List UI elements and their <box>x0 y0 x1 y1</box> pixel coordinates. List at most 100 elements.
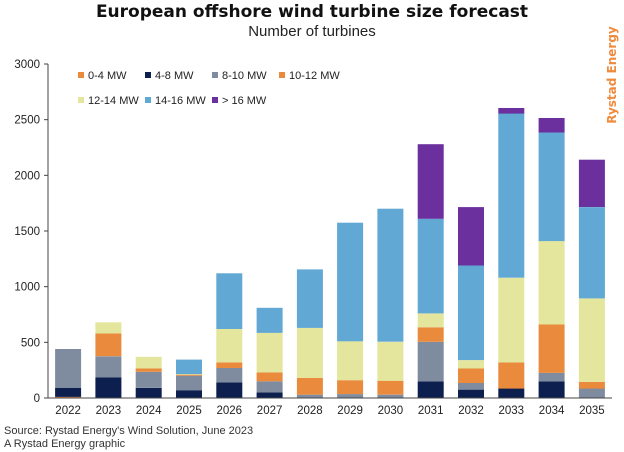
bar-segment-2022-8-10-mw <box>55 349 82 388</box>
x-tick-label: 2033 <box>499 405 525 417</box>
bar-segment-2034-8-10-mw <box>538 372 565 382</box>
legend-swatch <box>78 72 84 78</box>
legend-label: 14-16 MW <box>155 95 206 107</box>
bar-segment-2035-8-10-mw <box>578 388 605 398</box>
legend-label: 10-12 MW <box>289 70 340 82</box>
bar-segment-2033-12-14-mw <box>498 277 525 363</box>
bar-segment-2028-8-10-mw <box>296 394 323 398</box>
bar-segment-2026-12-14-mw <box>216 329 243 363</box>
bar-segment-2026-4-8-mw <box>216 382 243 398</box>
x-tick-label: 2031 <box>418 405 444 417</box>
y-tick-label: 0 <box>34 393 40 405</box>
bar-segment-2034-16-mw <box>538 118 565 133</box>
bar-segment-2035-12-14-mw <box>578 298 605 382</box>
bar-segment-2032-10-12-mw <box>458 368 484 383</box>
bar-segment-2031-12-14-mw <box>417 313 444 328</box>
bar-segment-2029-8-10-mw <box>337 394 364 398</box>
legend-item: > 16 MW <box>212 95 267 107</box>
legend-label: 8-10 MW <box>222 70 267 82</box>
bar-segment-2033-10-12-mw <box>498 362 525 389</box>
bar-segment-2030-10-12-mw <box>377 380 404 395</box>
bar-segment-2032-12-14-mw <box>458 360 484 369</box>
x-tick-label: 2023 <box>96 405 122 417</box>
y-tick-label: 1000 <box>14 282 40 294</box>
bar-segment-2029-14-16-mw <box>337 222 364 342</box>
x-tick-label: 2032 <box>458 405 484 417</box>
bar-segment-2023-4-8-mw <box>95 377 122 398</box>
bar-segment-2022-4-8-mw <box>55 388 82 397</box>
legend-item: 12-14 MW <box>78 95 139 107</box>
y-tick-label: 2000 <box>14 170 40 182</box>
legend-label: > 16 MW <box>222 95 267 107</box>
x-tick-label: 2034 <box>539 405 565 417</box>
legend-swatch <box>145 97 151 103</box>
bar-segment-2027-10-12-mw <box>256 372 283 382</box>
bar-segment-2024-12-14-mw <box>135 356 162 369</box>
bar-segment-2033-4-8-mw <box>498 388 525 398</box>
bar-segment-2025-10-12-mw <box>176 374 202 376</box>
legend-item: 4-8 MW <box>145 70 194 82</box>
legend-swatch <box>145 72 151 78</box>
y-tick-label: 2500 <box>14 115 40 127</box>
bar-segment-2030-14-16-mw <box>377 208 404 342</box>
legend-label: 12-14 MW <box>88 95 139 107</box>
bar-segment-2027-8-10-mw <box>256 381 283 393</box>
legend: 0-4 MW 4-8 MW 8-10 MW 10-12 MW 12-14 MW 14-16… <box>78 70 340 107</box>
legend-item: 8-10 MW <box>212 70 267 82</box>
bar-segment-2027-12-14-mw <box>256 332 283 373</box>
x-tick-label: 2026 <box>217 405 243 417</box>
y-tick-label: 500 <box>21 337 40 349</box>
bar-segment-2032-14-16-mw <box>458 265 484 361</box>
y-axis: 0 500 1000 1500 2000 2500 3000 <box>14 59 49 405</box>
x-tick-label: 2022 <box>55 405 81 417</box>
bar-segment-2031-10-12-mw <box>417 327 444 342</box>
x-tick-label: 2027 <box>257 405 283 417</box>
bar-segment-2022-0-4-mw <box>55 396 82 398</box>
x-tick-label: 2024 <box>136 405 162 417</box>
bar-segment-2028-12-14-mw <box>296 327 323 378</box>
bar-segment-2032-8-10-mw <box>458 383 484 390</box>
bar-segment-2023-8-10-mw <box>95 356 122 378</box>
bar-segment-2025-14-16-mw <box>176 359 202 375</box>
bar-segment-2031-14-16-mw <box>417 218 444 314</box>
x-tick-label: 2028 <box>297 405 323 417</box>
bar-segment-2034-10-12-mw <box>538 324 565 373</box>
x-axis: 2022 2023 2024 2025 2026 2027 2028 2029 2030 2031… <box>48 397 612 417</box>
bar-segment-2035-10-12-mw <box>578 381 605 389</box>
bar-segment-2030-12-14-mw <box>377 341 404 381</box>
bar-segment-2027-4-8-mw <box>256 392 283 398</box>
bar-segment-2031-4-8-mw <box>417 381 444 398</box>
bar-segment-2024-10-12-mw <box>135 368 162 372</box>
y-tick-label: 1500 <box>14 226 40 238</box>
bar-segment-2024-4-8-mw <box>135 388 162 398</box>
bar-segment-2025-8-10-mw <box>176 375 202 391</box>
bar-segment-2027-14-16-mw <box>256 307 283 333</box>
bar-segment-2025-4-8-mw <box>176 390 202 398</box>
y-tick-label: 3000 <box>14 59 40 71</box>
bar-segment-2025-12-14-mw <box>176 374 202 375</box>
bar-segment-2023-12-14-mw <box>95 322 122 334</box>
bar-segment-2035-16-mw <box>578 159 605 207</box>
bar-segment-2028-14-16-mw <box>296 269 323 328</box>
bar-segment-2032-4-8-mw <box>458 389 484 398</box>
x-tick-label: 2025 <box>176 405 202 417</box>
bar-segment-2031-8-10-mw <box>417 341 444 382</box>
legend-swatch <box>279 72 285 78</box>
legend-item: 14-16 MW <box>145 95 206 107</box>
legend-label: 0-4 MW <box>88 70 127 82</box>
x-tick-label: 2029 <box>337 405 363 417</box>
bar-segment-2030-8-10-mw <box>377 394 404 398</box>
bar-segment-2026-10-12-mw <box>216 362 243 368</box>
legend-swatch <box>212 97 218 103</box>
bars-group <box>55 108 605 398</box>
bar-segment-2033-16-mw <box>498 108 525 114</box>
bar-segment-2026-8-10-mw <box>216 367 243 383</box>
source-note: Source: Rystad Energy's Wind Solution, J… <box>4 425 254 437</box>
bar-segment-2033-14-16-mw <box>498 113 525 278</box>
bar-segment-2035-14-16-mw <box>578 207 605 299</box>
legend-label: 4-8 MW <box>155 70 194 82</box>
legend-swatch <box>78 97 84 103</box>
bar-segment-2032-16-mw <box>458 207 484 266</box>
bar-segment-2023-10-12-mw <box>95 333 122 357</box>
